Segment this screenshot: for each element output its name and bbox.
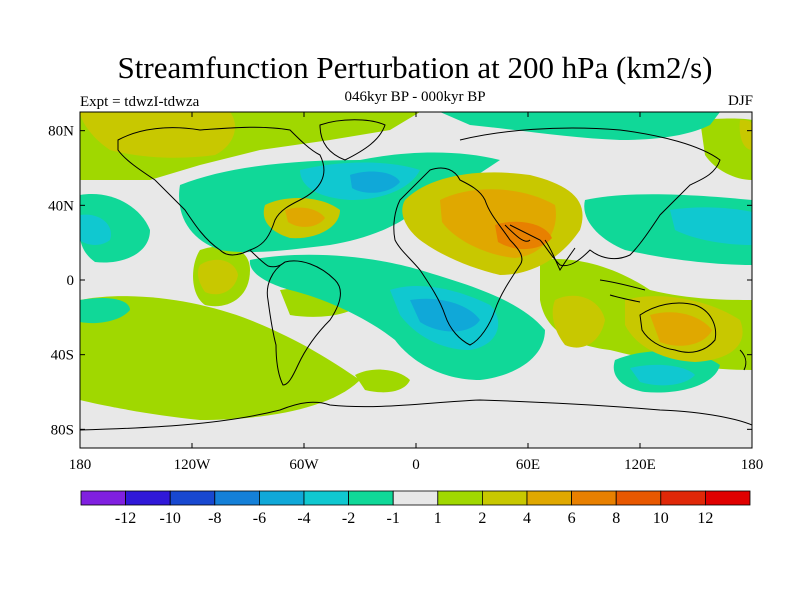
colorbar-swatch	[526, 490, 572, 506]
lat-tick-label: 80S	[51, 422, 74, 438]
lon-tick-label: 60E	[516, 457, 540, 473]
colorbar-swatch	[348, 490, 394, 506]
coastline-north-america	[117, 126, 325, 256]
colorbar-swatch	[615, 490, 662, 506]
lon-tick-label: 0	[412, 457, 420, 473]
lon-axis: 180 120W 60W 0 60E 120E 180	[69, 112, 764, 473]
colorbar-label: -10	[160, 510, 181, 527]
contour-fill	[80, 112, 235, 158]
colorbar-label: 12	[697, 510, 713, 527]
contour-fill	[80, 296, 360, 420]
colorbar-label: 10	[653, 510, 669, 527]
contour-fill	[179, 152, 500, 253]
contour-fill	[355, 369, 410, 393]
colorbar-label: -1	[387, 510, 400, 527]
contour-fill	[80, 298, 130, 324]
contour-field	[80, 112, 752, 420]
season-label: DJF	[727, 93, 753, 109]
coastline-asia	[459, 127, 721, 267]
map-panel	[80, 112, 752, 448]
contour-fill	[80, 194, 150, 263]
colorbar-label: -4	[297, 510, 310, 527]
coastline-greenland	[319, 119, 386, 161]
colorbar-swatch	[125, 490, 171, 506]
colorbar-swatch	[258, 490, 305, 506]
colorbar-label: 6	[568, 510, 576, 527]
contour-fill	[670, 207, 752, 245]
contour-fill	[552, 295, 605, 348]
contour-fill	[739, 120, 752, 150]
contour-fill	[440, 112, 720, 140]
colorbar-swatch	[80, 490, 126, 506]
lon-tick-label: 120W	[174, 457, 212, 473]
lat-tick-label: 40N	[48, 198, 74, 214]
coastlines	[80, 119, 752, 431]
colorbar-label: 2	[478, 510, 486, 527]
colorbar-label: 4	[523, 510, 531, 527]
colorbar-swatch	[214, 490, 260, 506]
experiment-label: Expt = tdwzI-tdwza	[80, 94, 200, 110]
coastline-indonesia	[599, 279, 646, 303]
contour-fill	[630, 364, 695, 386]
colorbar-label: 8	[612, 510, 620, 527]
coastline-europe-africa	[393, 167, 523, 346]
plot-subtitle: 046kyr BP - 000kyr BP	[344, 89, 486, 105]
lat-tick-label: 80N	[48, 124, 74, 140]
contour-fill	[350, 171, 400, 193]
colorbar-swatch	[437, 490, 483, 506]
coastline-australia	[639, 302, 717, 353]
colorbar-label: -8	[208, 510, 221, 527]
colorbar-swatch	[660, 490, 706, 506]
lat-tick-label: 40S	[51, 348, 74, 364]
colorbar-swatch	[481, 490, 528, 506]
contour-fill	[80, 214, 111, 245]
coastline-new-zealand	[739, 349, 747, 371]
contour-fill	[650, 312, 712, 346]
plot-title: Streamfunction Perturbation at 200 hPa (…	[117, 50, 713, 85]
contour-fill	[700, 118, 752, 180]
coastline-antarctica	[80, 399, 752, 431]
colorbar-swatch	[169, 490, 216, 506]
colorbar-swatch	[705, 490, 751, 506]
contour-fill	[197, 259, 238, 295]
colorbar: -12 -10 -8 -6 -4 -2 -1 1 2 4 6 8 10 12	[80, 490, 751, 527]
lon-tick-label: 120E	[624, 457, 656, 473]
lon-tick-label: 180	[741, 457, 764, 473]
colorbar-label: 1	[434, 510, 442, 527]
colorbar-swatch	[303, 490, 349, 506]
coastline-arabia-india	[504, 224, 576, 272]
colorbar-label: -6	[253, 510, 266, 527]
colorbar-swatch	[571, 490, 617, 506]
lat-axis: 80N 40N 0 40S 80S	[48, 124, 752, 438]
colorbar-label: -12	[115, 510, 136, 527]
contour-fill	[285, 207, 325, 227]
colorbar-label: -2	[342, 510, 355, 527]
lat-tick-label: 0	[67, 273, 75, 289]
coastline-south-america	[266, 260, 341, 386]
colorbar-swatch	[392, 490, 439, 506]
lon-tick-label: 180	[69, 457, 92, 473]
lon-tick-label: 60W	[289, 457, 319, 473]
